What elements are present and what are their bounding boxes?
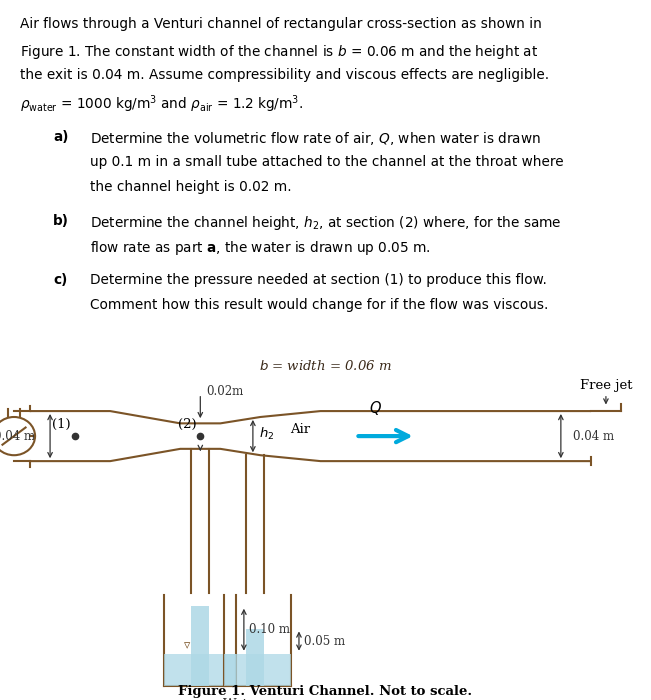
Text: (1): (1) [52, 418, 70, 430]
Text: b): b) [53, 214, 69, 228]
Text: up 0.1 m in a small tube attached to the channel at the throat where: up 0.1 m in a small tube attached to the… [90, 155, 564, 169]
Text: flow rate as part $\mathbf{a}$, the water is drawn up 0.05 m.: flow rate as part $\mathbf{a}$, the wate… [90, 239, 430, 257]
Text: $h_2$: $h_2$ [259, 426, 274, 442]
Text: $Q$: $Q$ [369, 399, 382, 417]
Text: Figure 1. Venturi Channel. Not to scale.: Figure 1. Venturi Channel. Not to scale. [178, 685, 473, 698]
Bar [164, 654, 236, 686]
Text: 0.04 m: 0.04 m [574, 430, 615, 442]
Text: $\triangledown$: $\triangledown$ [183, 639, 191, 652]
Bar [225, 654, 292, 686]
Text: Water: Water [223, 698, 263, 700]
Text: 0.04 m: 0.04 m [0, 430, 36, 442]
Text: Free jet: Free jet [579, 379, 632, 392]
Bar [191, 606, 210, 686]
Bar [246, 629, 264, 686]
Text: Determine the pressure needed at section (1) to produce this flow.: Determine the pressure needed at section… [90, 273, 547, 287]
Text: a): a) [53, 130, 68, 144]
Text: $b$ = width = 0.06 m: $b$ = width = 0.06 m [259, 358, 392, 372]
Text: 0.05 m: 0.05 m [304, 635, 345, 648]
Text: 0.10 m: 0.10 m [249, 623, 290, 636]
Text: Air: Air [290, 423, 311, 436]
Text: the channel height is 0.02 m.: the channel height is 0.02 m. [90, 181, 292, 195]
Text: Air flows through a Venturi channel of rectangular cross-section as shown in: Air flows through a Venturi channel of r… [20, 18, 542, 32]
Text: the exit is 0.04 m. Assume compressibility and viscous effects are negligible.: the exit is 0.04 m. Assume compressibili… [20, 68, 549, 82]
Text: 0.02m: 0.02m [206, 385, 243, 398]
Text: $\rho_{\mathrm{water}}$ = 1000 kg/m$^{3}$ and $\rho_{\mathrm{air}}$ = 1.2 kg/m$^: $\rho_{\mathrm{water}}$ = 1000 kg/m$^{3}… [20, 93, 303, 115]
Text: Determine the volumetric flow rate of air, $Q$, when water is drawn: Determine the volumetric flow rate of ai… [90, 130, 541, 147]
Text: c): c) [53, 273, 68, 287]
Text: Comment how this result would change for if the flow was viscous.: Comment how this result would change for… [90, 298, 548, 312]
Text: (2): (2) [178, 418, 197, 430]
Text: Determine the channel height, $h_2$, at section (2) where, for the same: Determine the channel height, $h_2$, at … [90, 214, 561, 232]
Text: Figure 1. The constant width of the channel is $b$ = 0.06 m and the height at: Figure 1. The constant width of the chan… [20, 43, 538, 61]
